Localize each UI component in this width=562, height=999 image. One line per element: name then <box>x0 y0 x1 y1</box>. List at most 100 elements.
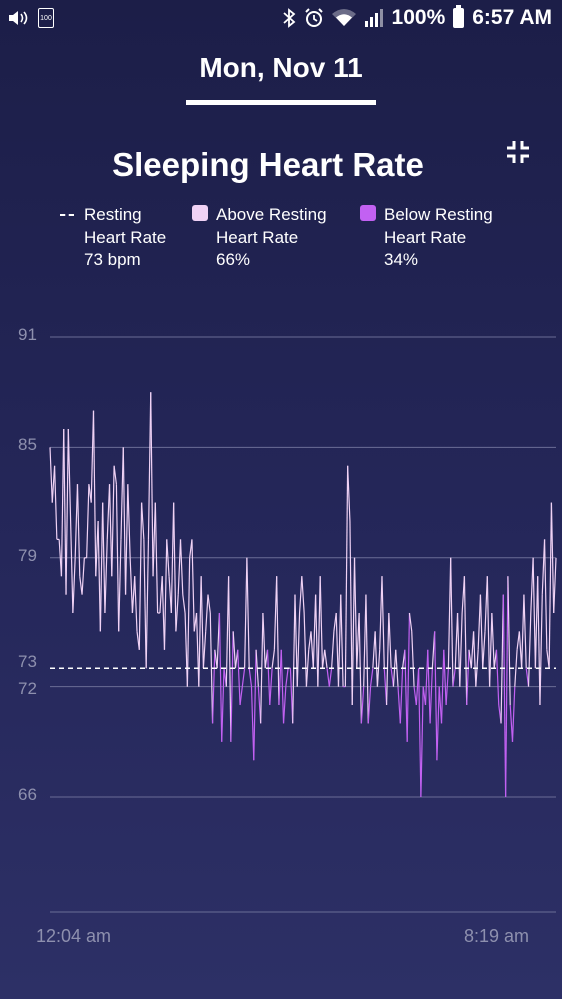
hr-sample-segment <box>550 502 555 614</box>
hr-sample-segment <box>124 484 129 595</box>
hr-sample-segment <box>161 576 166 650</box>
y-tick-label-66: 66 <box>18 785 37 804</box>
hr-sample-segment <box>49 447 53 503</box>
hr-sample-segment <box>294 594 298 687</box>
hr-sample-segment <box>296 612 301 687</box>
hr-sample-segment <box>230 631 234 742</box>
hr-sample-segment <box>408 612 413 632</box>
hr-sample-segment <box>335 612 340 687</box>
above-swatch-icon <box>192 205 208 221</box>
hr-sample-segment <box>317 576 321 687</box>
below-swatch-icon <box>360 205 376 221</box>
alarm-icon <box>304 8 324 28</box>
date-selector[interactable]: Mon, Nov 11 <box>199 52 363 83</box>
battery-percent: 100% <box>391 6 446 29</box>
hr-sample-segment <box>521 594 525 669</box>
hr-sample-segment <box>60 428 65 577</box>
x-end-label: 8:19 am <box>464 926 530 946</box>
battery-saver-icon: 100 <box>38 8 54 28</box>
dashed-line-icon <box>60 214 74 218</box>
hr-sample-segment <box>500 594 504 724</box>
hr-sample-segment <box>321 649 326 669</box>
hr-sample-segment <box>429 668 433 724</box>
hr-sample-segment <box>179 539 184 595</box>
hr-sample-segment <box>411 631 415 687</box>
legend-resting: Resting Heart Rate 73 bpm <box>60 204 166 272</box>
hr-sample-segment <box>282 686 287 724</box>
hr-sample-segment <box>111 465 115 577</box>
hr-sample-segment <box>418 668 422 798</box>
hr-sample-segment <box>397 686 401 724</box>
hr-sample-segment <box>285 668 289 687</box>
hr-sample-segment <box>470 631 475 669</box>
hr-sample-segment <box>70 520 74 614</box>
hr-sample-segment <box>337 594 342 687</box>
hr-sample-segment <box>207 594 211 614</box>
hr-sample-segment <box>106 484 111 540</box>
hr-sample-segment <box>53 465 58 540</box>
hr-sample-segment <box>191 539 195 632</box>
hr-sample-segment <box>532 557 536 669</box>
hr-sample-segment <box>548 502 553 669</box>
hr-sample-segment <box>363 594 367 687</box>
hr-sample-segment <box>385 612 390 706</box>
hr-sample-segment <box>489 612 493 687</box>
x-start-label: 12:04 am <box>36 926 112 946</box>
hr-sample-segment <box>266 649 271 706</box>
hr-sample-segment <box>248 668 253 687</box>
hr-sample-segment <box>344 465 349 687</box>
hr-sample-segment <box>227 576 232 742</box>
hr-sample-segment <box>232 631 237 669</box>
hr-sample-segment <box>241 668 246 687</box>
hr-sample-segment <box>67 428 72 522</box>
hr-sample-segment <box>502 594 507 798</box>
hr-sample-segment <box>74 484 79 558</box>
hr-sample-segment <box>237 649 241 706</box>
hr-sample-segment <box>120 447 124 540</box>
battery-icon <box>453 5 465 28</box>
hr-sample-segment <box>86 484 90 558</box>
date-tab-indicator <box>186 100 376 105</box>
hr-sample-segment <box>127 484 131 558</box>
hr-sample-segment <box>326 668 330 687</box>
hr-sample-segment <box>495 649 500 706</box>
hr-sample-segment <box>353 557 358 669</box>
hr-sample-segment <box>205 594 209 632</box>
hr-sample-segment <box>404 649 408 742</box>
hr-sample-segment <box>537 576 541 706</box>
hr-sample-segment <box>81 557 85 595</box>
hr-sample-segment <box>374 631 379 687</box>
hr-sample-segment <box>225 576 230 687</box>
hr-sample-segment <box>427 649 431 724</box>
y-tick-label-79: 79 <box>18 545 37 565</box>
hr-sample-segment <box>372 631 376 669</box>
hr-sample-segment <box>147 392 152 540</box>
hr-sample-segment <box>129 557 134 614</box>
hr-sample-segment <box>298 576 303 614</box>
hr-sample-segment <box>466 649 470 706</box>
hr-sample-segment <box>163 539 168 650</box>
hr-sample-segment <box>443 649 447 706</box>
clock-time: 6:57 AM <box>472 6 552 29</box>
hr-sample-segment <box>145 539 150 669</box>
chart-title: Sleeping Heart Rate <box>112 146 424 183</box>
hr-sample-segment <box>173 502 177 632</box>
hr-sample-segment <box>72 557 76 614</box>
hr-sample-segment <box>351 557 356 706</box>
hr-sample-segment <box>92 410 97 577</box>
collapse-icon[interactable] <box>504 138 532 166</box>
hr-sample-segment <box>209 612 214 724</box>
hr-sample-segment <box>166 539 170 577</box>
hr-sample-segment <box>527 612 532 687</box>
hr-sample-segment <box>108 484 113 577</box>
hr-sample-segment <box>131 576 136 614</box>
hr-sample-segment <box>514 649 518 687</box>
hr-sample-segment <box>406 612 411 742</box>
hr-sample-segment <box>436 686 440 761</box>
hr-sample-segment <box>477 594 482 650</box>
hr-sample-segment <box>399 668 404 724</box>
hr-sample-segment <box>198 576 202 687</box>
hr-sample-segment <box>511 686 516 742</box>
hr-sample-segment <box>447 557 452 669</box>
